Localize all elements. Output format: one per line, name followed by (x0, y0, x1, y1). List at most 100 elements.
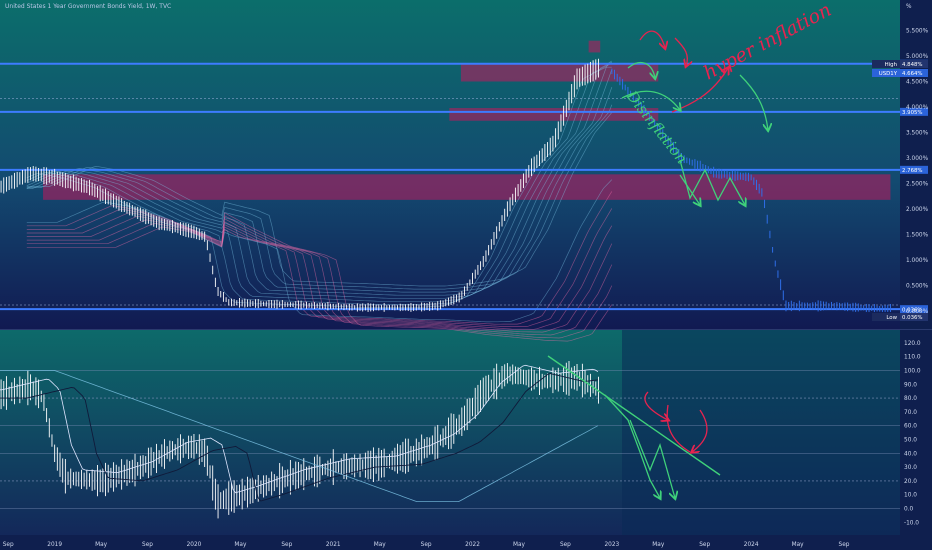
osc-trend-line (0, 370, 599, 502)
tag-name-bg-2 (872, 313, 900, 321)
green-arrow-3 (679, 174, 700, 205)
price-tags: High 4.848% USD1Y 4.664% Low 0.036% (872, 60, 928, 321)
resistance-zone-3 (43, 174, 891, 200)
time-tick: May (95, 542, 108, 548)
price-y-tick: 5.000% (906, 54, 929, 60)
price-y-tick: 2.000% (906, 207, 929, 213)
price-y-tick: 0.000% (906, 309, 929, 315)
currency-label: % (906, 4, 912, 10)
osc-y-tick: 100.0 (904, 369, 921, 375)
osc-y-tick: 90.0 (904, 382, 917, 388)
time-tick: Sep (281, 542, 292, 548)
osc-y-tick: 10.0 (904, 493, 917, 499)
osc-green-arrow-0 (604, 394, 660, 498)
time-tick: Sep (839, 542, 850, 548)
time-tick: 2020 (187, 542, 202, 548)
time-tick: 2024 (744, 542, 759, 548)
osc-slow-line (0, 373, 598, 502)
price-y-tick: 3.500% (906, 131, 929, 137)
time-tick: 2022 (465, 542, 480, 548)
ema-ribbon-line-6 (26, 104, 613, 290)
osc-y-tick: -10.0 (904, 520, 919, 526)
tag-value-2: 0.036% (902, 315, 923, 321)
green-zigzag-0 (679, 159, 745, 205)
osc-y-tick: 120.0 (904, 341, 921, 347)
tag-value-bg-1 (900, 69, 928, 77)
indicator-y-axis: 120.0 110.0 100.0 90.0 80.0 70.0 60.0 50.0 40.0 3… (904, 341, 921, 526)
green-arrow-1 (621, 90, 680, 110)
level-tag-bg-2 (900, 165, 928, 174)
osc-y-tick: 0.0 (904, 507, 914, 513)
osc-y-tick: 50.0 (904, 438, 917, 444)
osc-y-tick: 60.0 (904, 424, 917, 430)
ema-ribbon-line-1 (26, 62, 612, 305)
price-y-tick: 1.500% (906, 233, 929, 239)
time-tick: Sep (560, 542, 571, 548)
resistance-zone-0 (588, 40, 601, 53)
tag-name-bg-1 (872, 69, 900, 77)
price-y-tick: 2.500% (906, 182, 929, 188)
ema-ribbon-line-15 (26, 212, 613, 342)
level-tag-1: 3.905% (902, 110, 923, 116)
ema-ribbon-line-14 (26, 215, 613, 339)
ema-ribbon-line-3 (26, 60, 612, 299)
red-arrow-1 (674, 37, 687, 66)
time-tick: 2021 (326, 542, 341, 548)
osc-red-arrow-1 (692, 409, 708, 452)
osc-green-arrow-1 (629, 419, 675, 498)
time-tick: May (792, 542, 805, 548)
time-tick: May (374, 542, 387, 548)
time-tick: Sep (421, 542, 432, 548)
level-tag-3: 0.036% (902, 307, 923, 313)
tag-name-1: USD1Y (879, 71, 898, 77)
level-tag-bg-1 (900, 107, 928, 116)
tag-value-0: 4.848% (902, 62, 923, 68)
resistance-zone-2 (449, 108, 659, 121)
osc-y-tick: 30.0 (904, 465, 917, 471)
osc-red-arrow-2 (666, 404, 691, 453)
osc-y-tick: 80.0 (904, 396, 917, 402)
ema-ribbon-line-11 (26, 212, 613, 330)
price-y-tick: 4.500% (906, 80, 929, 86)
chart-title: United States 1 Year Government Bonds Yi… (5, 3, 172, 10)
ema-ribbon-line-13 (26, 218, 613, 336)
osc-y-tick: 70.0 (904, 410, 917, 416)
time-tick: May (513, 542, 526, 548)
tag-name-0: High (885, 62, 897, 68)
time-tick: 2019 (47, 542, 62, 548)
time-tick: 2023 (604, 542, 619, 548)
osc-y-tick: 110.0 (904, 355, 921, 361)
time-tick: May (652, 542, 665, 548)
osc-signal-line (0, 364, 599, 494)
price-y-tick: 4.000% (906, 105, 929, 111)
ema-ribbon-line-2 (26, 61, 612, 302)
price-y-tick: 0.500% (906, 284, 929, 290)
tag-name-bg-0 (872, 60, 900, 68)
level-tag-2: 2.768% (902, 168, 923, 174)
ema-ribbon-line-5 (26, 86, 613, 293)
ema-ribbon-line-12 (26, 215, 613, 333)
time-tick: Sep (3, 542, 14, 548)
price-y-axis: % 5.500% 5.000% 4.500% 4.000% 3.500% 3.000% 2.… (906, 4, 929, 315)
time-axis-bg (0, 535, 932, 550)
price-panel-bg (0, 0, 900, 329)
tag-value-bg-0 (900, 60, 928, 68)
tag-value-1: 4.664% (902, 71, 923, 77)
right-scale-bg (900, 0, 932, 550)
ema-ribbon-line-7 (26, 112, 613, 287)
time-tick: Sep (142, 542, 153, 548)
price-y-tick: 5.500% (906, 29, 929, 35)
osc-red-arrow-0 (644, 391, 668, 420)
time-tick: Sep (699, 542, 710, 548)
osc-y-tick: 40.0 (904, 451, 917, 457)
osc-trendline (547, 355, 721, 476)
price-y-tick: 1.000% (906, 258, 929, 264)
time-axis: Sep 2019 May Sep 2020 May Sep 2021 May Sep 2022 May… (3, 542, 850, 548)
osc-y-tick: 20.0 (904, 479, 917, 485)
time-tick: May (234, 542, 247, 548)
ema-ribbon-line-4 (26, 69, 613, 296)
tag-value-bg-2 (900, 313, 928, 321)
price-y-tick: 3.000% (906, 156, 929, 162)
